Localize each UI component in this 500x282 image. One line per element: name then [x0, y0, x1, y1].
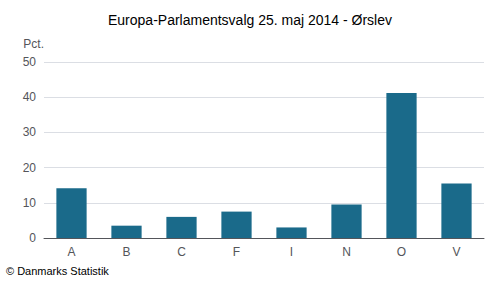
svg-text:50: 50 [23, 55, 37, 69]
svg-text:40: 40 [23, 90, 37, 104]
svg-text:V: V [452, 245, 460, 259]
svg-text:0: 0 [29, 231, 36, 245]
svg-text:C: C [177, 245, 186, 259]
svg-text:O: O [397, 245, 406, 259]
svg-text:30: 30 [23, 125, 37, 139]
svg-text:F: F [233, 245, 240, 259]
svg-text:Europa-Parlamentsvalg 25. maj: Europa-Parlamentsvalg 25. maj 2014 - Ørs… [108, 12, 392, 28]
svg-text:20: 20 [23, 161, 37, 175]
svg-text:B: B [122, 245, 130, 259]
svg-text:I: I [290, 245, 293, 259]
svg-text:© Danmarks Statistik: © Danmarks Statistik [6, 265, 109, 277]
svg-text:N: N [342, 245, 351, 259]
svg-text:A: A [67, 245, 75, 259]
svg-text:Pct.: Pct. [23, 37, 44, 51]
svg-text:10: 10 [23, 196, 37, 210]
